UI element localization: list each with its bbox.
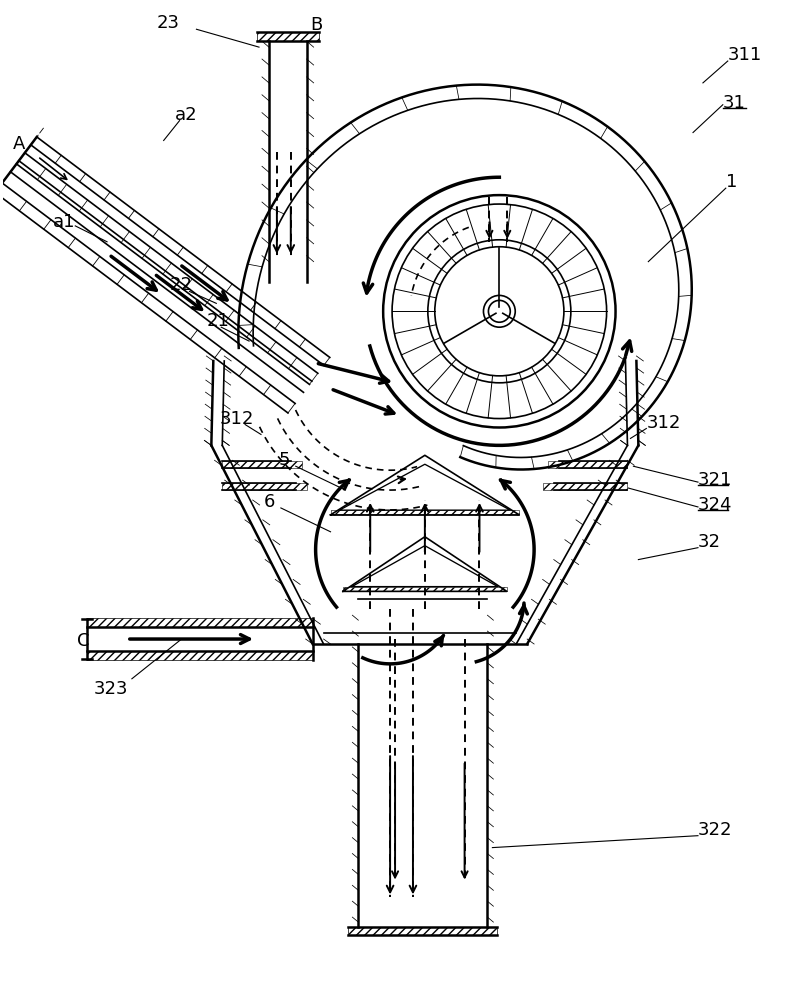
Text: 312: 312 xyxy=(646,414,680,432)
Text: 22: 22 xyxy=(169,276,193,294)
Bar xyxy=(87,651,313,660)
Circle shape xyxy=(484,295,515,327)
Bar xyxy=(257,32,318,41)
Text: 322: 322 xyxy=(698,821,732,839)
Bar xyxy=(87,618,313,627)
Text: 5: 5 xyxy=(279,451,290,469)
Bar xyxy=(330,510,519,515)
Text: 31: 31 xyxy=(723,94,746,112)
Bar xyxy=(348,927,497,935)
Text: 21: 21 xyxy=(207,312,229,330)
Text: 321: 321 xyxy=(698,471,732,489)
Text: 32: 32 xyxy=(698,533,721,551)
Text: A: A xyxy=(13,135,25,153)
Text: 1: 1 xyxy=(726,173,737,191)
Bar xyxy=(543,483,628,490)
Bar xyxy=(343,587,507,591)
Circle shape xyxy=(488,300,510,322)
Text: 6: 6 xyxy=(264,493,275,511)
Text: 23: 23 xyxy=(156,14,180,32)
Text: a2: a2 xyxy=(175,106,197,124)
Text: a1: a1 xyxy=(53,213,75,231)
Text: 311: 311 xyxy=(727,46,762,64)
Text: 323: 323 xyxy=(94,680,129,698)
Bar xyxy=(548,461,628,468)
Text: B: B xyxy=(311,16,323,34)
Text: 324: 324 xyxy=(698,496,732,514)
Text: C: C xyxy=(77,632,90,650)
Bar xyxy=(222,461,301,468)
Text: 312: 312 xyxy=(220,410,254,428)
Bar xyxy=(222,483,307,490)
